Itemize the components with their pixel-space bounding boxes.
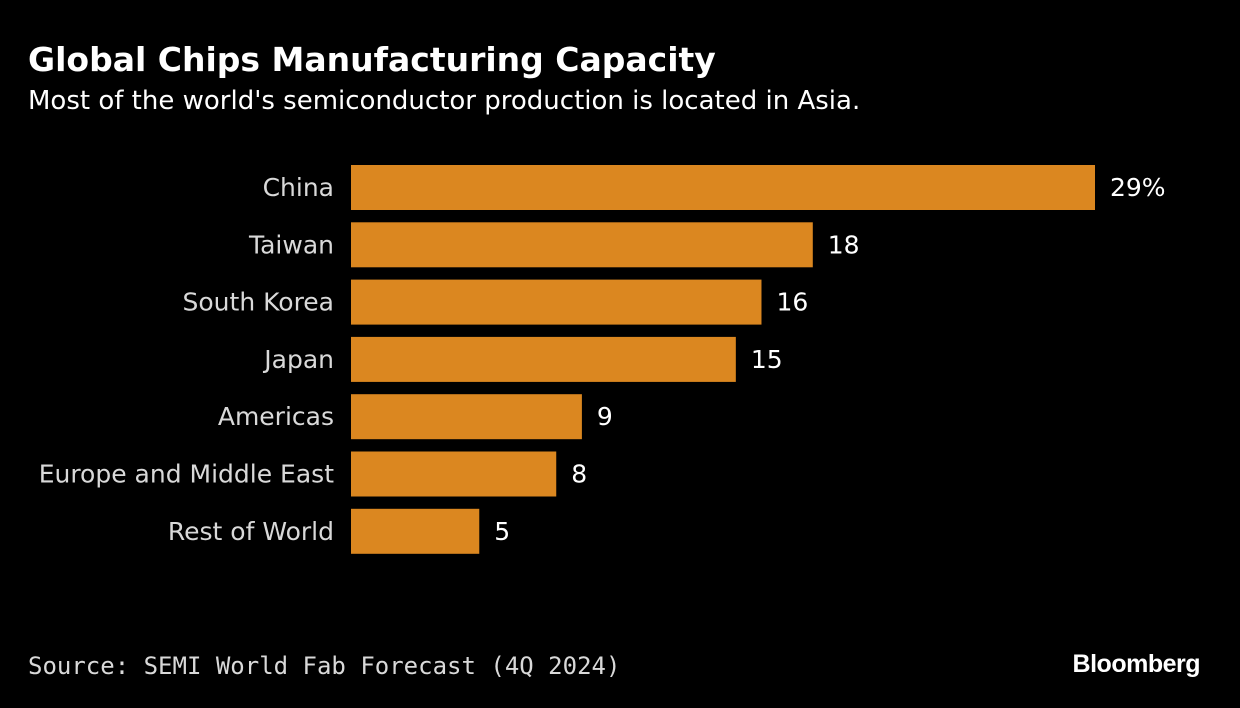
chart-subtitle: Most of the world's semiconductor produc… (28, 86, 861, 116)
bar-americas (351, 394, 582, 440)
bar-rest-of-world (351, 508, 480, 554)
bar-taiwan (351, 222, 813, 268)
category-label-taiwan: Taiwan (248, 230, 334, 259)
category-label-americas: Americas (218, 402, 334, 431)
bar-china (351, 165, 1095, 210)
value-label-rest-of-world: 5 (494, 517, 510, 546)
bar-chart: China 29% Taiwan 18 South Korea 16 Japan 15 Amer… (39, 165, 1166, 554)
value-label-japan: 15 (751, 345, 783, 374)
source-note: Source: SEMI World Fab Forecast (4Q 2024… (28, 652, 621, 680)
value-label-china: 29% (1110, 173, 1166, 202)
value-label-taiwan: 18 (828, 230, 860, 259)
bloomberg-logo: Bloomberg (1072, 650, 1201, 678)
bar-south-korea (351, 279, 762, 325)
value-label-europe-and-middle-east: 8 (571, 460, 587, 489)
value-label-south-korea: 16 (776, 288, 808, 317)
category-label-china: China (263, 173, 334, 202)
category-label-japan: Japan (262, 345, 334, 374)
value-label-americas: 9 (597, 402, 613, 431)
bar-japan (351, 336, 736, 382)
category-label-south-korea: South Korea (183, 288, 334, 317)
category-label-rest-of-world: Rest of World (168, 517, 334, 546)
bar-europe-and-middle-east (351, 451, 557, 497)
chart-title: Global Chips Manufacturing Capacity (28, 40, 716, 79)
category-label-europe-and-middle-east: Europe and Middle East (39, 460, 335, 489)
